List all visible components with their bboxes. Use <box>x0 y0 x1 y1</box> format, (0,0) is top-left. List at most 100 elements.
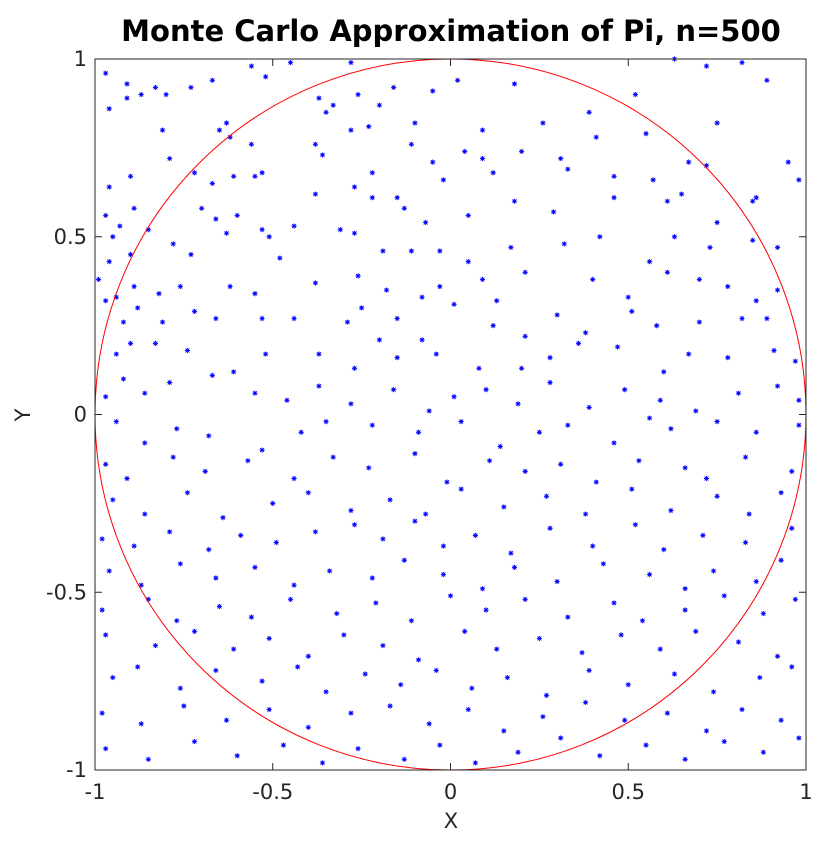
scatter-point <box>575 340 582 346</box>
scatter-point <box>479 127 486 133</box>
scatter-point <box>344 319 351 325</box>
scatter-point <box>351 230 358 236</box>
scatter-point <box>216 603 223 610</box>
scatter-point <box>391 387 397 393</box>
scatter-point <box>511 198 518 204</box>
scatter-point <box>710 568 717 574</box>
scatter-point <box>156 291 162 297</box>
y-tick-label: 1 <box>74 47 87 71</box>
scatter-point <box>213 667 219 674</box>
scatter-point <box>593 134 599 140</box>
scatter-point <box>184 490 191 496</box>
scatter-point <box>394 355 400 361</box>
scatter-point <box>206 433 212 439</box>
scatter-point <box>632 522 638 528</box>
scatter-point <box>536 429 542 435</box>
scatter-point <box>622 717 628 723</box>
scatter-point <box>771 347 777 354</box>
scatter-point <box>437 283 443 290</box>
scatter-point <box>789 664 795 670</box>
scatter-point <box>682 607 688 613</box>
scatter-point <box>209 77 215 83</box>
scatter-point <box>135 305 141 311</box>
scatter-point <box>373 600 379 606</box>
scatter-point <box>138 721 144 727</box>
scatter-point <box>369 575 375 581</box>
scatter-point <box>316 95 322 101</box>
scatter-point <box>646 571 653 578</box>
scatter-point <box>383 287 390 293</box>
scatter-point <box>735 639 742 645</box>
scatter-point <box>703 63 710 69</box>
scatter-point <box>369 195 375 201</box>
scatter-point <box>138 582 144 588</box>
scatter-point <box>579 650 585 656</box>
scatter-point <box>263 74 269 80</box>
scatter-point <box>319 760 326 766</box>
scatter-point <box>234 212 240 219</box>
scatter-point <box>181 703 187 709</box>
scatter-point <box>490 323 496 329</box>
scatter-point <box>419 337 425 343</box>
scatter-point <box>291 223 297 229</box>
scatter-point <box>739 59 745 66</box>
scatter-point <box>476 365 482 371</box>
scatter-point <box>280 742 287 748</box>
scatter-point <box>99 710 105 716</box>
scatter-point <box>522 333 528 339</box>
scatter-point <box>455 77 461 83</box>
y-axis-label: Y <box>11 408 35 422</box>
scatter-point <box>707 244 713 251</box>
scatter-point <box>693 628 699 634</box>
scatter-point <box>430 88 436 94</box>
scatter-point <box>671 234 678 240</box>
scatter-point <box>369 422 375 428</box>
scatter-point <box>419 294 425 300</box>
scatter-point <box>99 607 105 613</box>
scatter-point <box>682 465 688 471</box>
scatter-point <box>625 294 631 300</box>
scatter-point <box>554 578 560 585</box>
scatter-point <box>721 738 727 745</box>
scatter-point <box>433 667 439 674</box>
scatter-point <box>238 532 244 538</box>
scatter-point <box>266 706 272 713</box>
scatter-point <box>199 205 205 211</box>
scatter-point <box>270 500 276 506</box>
scatter-point <box>106 259 112 265</box>
scatter-point <box>671 671 678 677</box>
scatter-point <box>710 689 717 695</box>
scatter-point <box>664 198 670 204</box>
scatter-point <box>547 355 553 361</box>
scatter-point <box>646 415 653 421</box>
scatter-point <box>721 593 727 599</box>
scatter-point <box>103 632 109 638</box>
scatter-point <box>661 369 667 375</box>
scatter-point <box>792 596 798 602</box>
scatter-point <box>547 379 553 386</box>
scatter-point <box>686 159 692 165</box>
scatter-point <box>319 152 326 158</box>
scatter-point <box>177 685 183 691</box>
scatter-point <box>401 557 407 563</box>
scatter-point <box>643 742 649 748</box>
scatter-point <box>586 109 592 115</box>
scatter-point <box>259 227 265 233</box>
scatter-point <box>348 401 354 407</box>
scatter-point <box>252 564 258 570</box>
scatter-point <box>188 84 194 91</box>
scatter-point <box>380 536 386 542</box>
scatter-point <box>131 205 137 211</box>
scatter-point <box>305 653 311 659</box>
scatter-point <box>696 319 702 325</box>
scatter-point <box>774 653 781 659</box>
scatter-point <box>316 351 322 357</box>
scatter-point <box>565 422 571 428</box>
scatter-point <box>686 351 692 357</box>
scatter-point <box>213 315 219 322</box>
scatter-point <box>796 422 802 428</box>
scatter-point <box>145 227 151 233</box>
scatter-point <box>774 244 781 251</box>
scatter-point <box>159 319 166 325</box>
scatter-point <box>312 280 319 286</box>
